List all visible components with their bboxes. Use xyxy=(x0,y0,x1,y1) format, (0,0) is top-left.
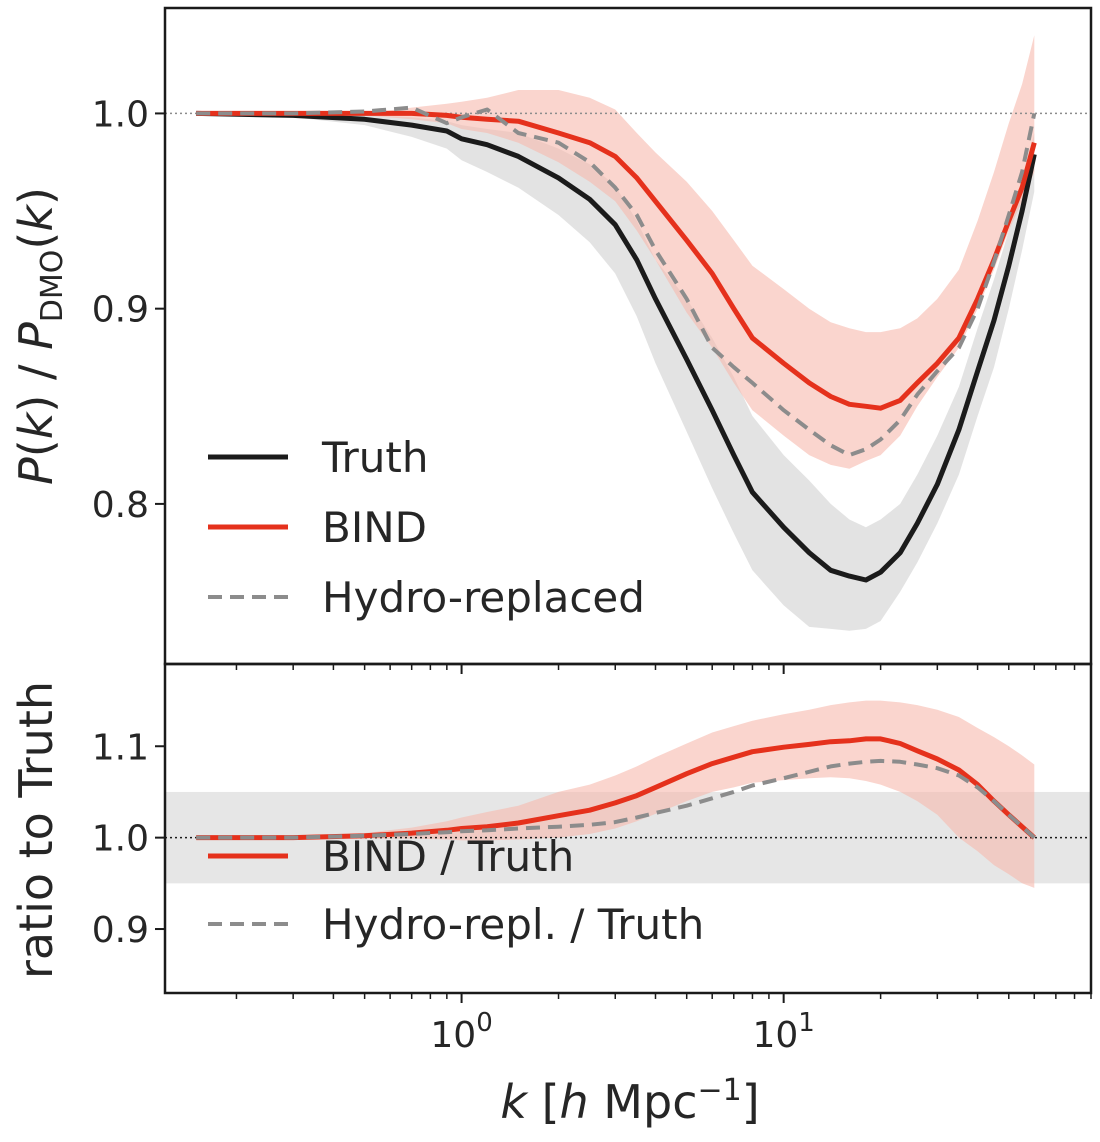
hydro-replaced-line xyxy=(196,105,1037,458)
ratio-panel: 0.9 1.0 1.1 100 101 BIND / Truth Hydro-repl.… xyxy=(92,700,1092,1056)
y-tick-label: 0.9 xyxy=(92,290,149,331)
legend: Truth BIND Hydro-replaced xyxy=(208,433,645,622)
ratio-panel-frame xyxy=(163,662,1093,995)
hydro-repl-truth-legend-label: Hydro-repl. / Truth xyxy=(322,900,704,949)
bind-truth-line xyxy=(196,736,1036,841)
y-tick-label: 0.9 xyxy=(92,910,149,951)
y-axis-label: P(k) / PDMO(k) xyxy=(9,187,70,485)
x-tick-label: 101 xyxy=(752,1008,814,1056)
x-axis-ticks xyxy=(235,664,1092,674)
bind-truth-legend-label: BIND / Truth xyxy=(322,832,574,881)
truth-line xyxy=(196,110,1037,583)
series-lines xyxy=(196,736,1036,841)
x-axis-ticks: 100 101 xyxy=(235,993,1092,1056)
uncertainty-bands xyxy=(196,700,1035,888)
y-tick-label: 0.8 xyxy=(92,485,149,526)
y-tick-label: 1.0 xyxy=(92,94,149,135)
legend: BIND / Truth Hydro-repl. / Truth xyxy=(208,832,704,949)
y-axis-ticks: 0.8 0.9 1.0 xyxy=(92,94,165,526)
x-tick-label: 100 xyxy=(430,1008,492,1056)
uncertainty-bands xyxy=(196,35,1035,631)
ratio-y-axis-label: ratio to Truth xyxy=(9,681,63,979)
bind-legend-label: BIND xyxy=(322,503,427,552)
series-lines xyxy=(196,105,1037,583)
hydro-replaced-legend-label: Hydro-replaced xyxy=(322,573,645,622)
bind-band xyxy=(196,35,1035,469)
bind-truth-band xyxy=(196,700,1035,888)
y-tick-label: 1.0 xyxy=(92,819,149,860)
x-axis-label: k [h Mpc−1] xyxy=(500,1073,759,1129)
y-axis-ticks: 0.9 1.0 1.1 xyxy=(92,727,165,951)
truth-legend-label: Truth xyxy=(321,433,428,482)
hydro-repl-truth-line xyxy=(196,758,1036,840)
truth-band xyxy=(196,113,1035,631)
y-tick-label: 1.1 xyxy=(92,727,149,768)
main-panel: 0.8 0.9 1.0 Truth BIND Hydro-replaced xyxy=(92,35,1092,674)
